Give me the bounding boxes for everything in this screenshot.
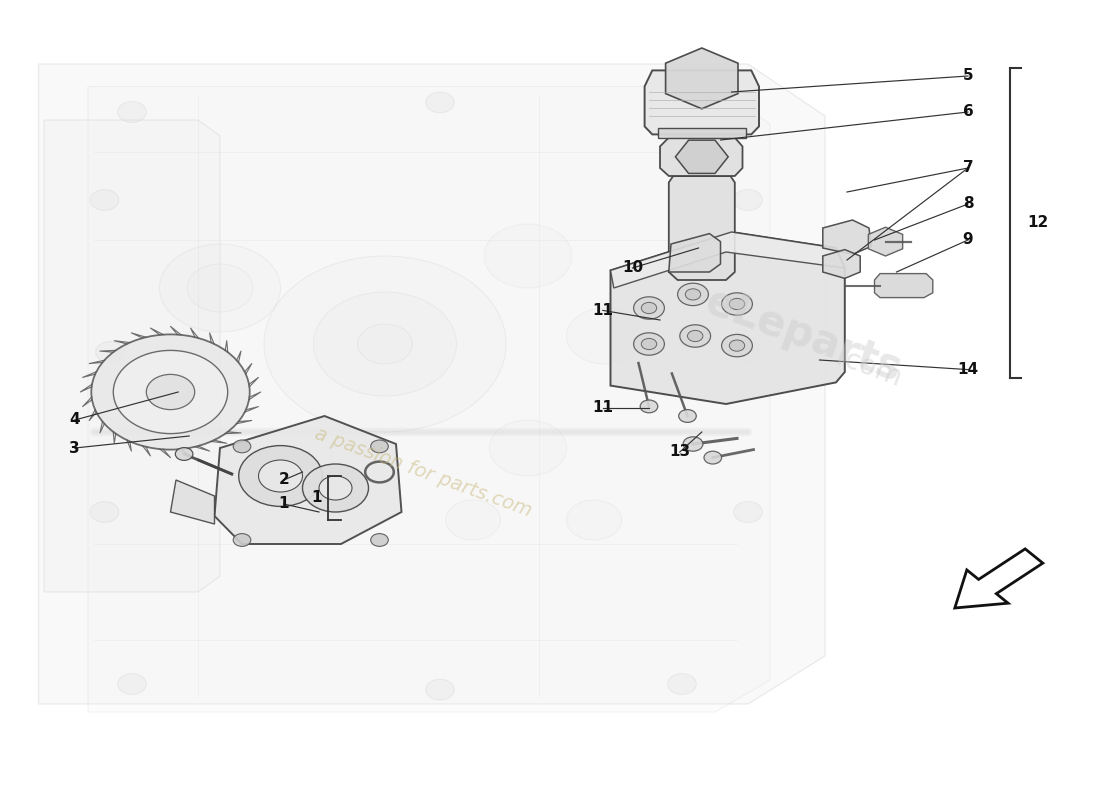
Ellipse shape [371,440,388,453]
Ellipse shape [634,297,664,319]
Polygon shape [645,70,759,134]
Ellipse shape [314,292,456,396]
Polygon shape [868,227,903,256]
Text: 11: 11 [592,303,614,318]
Ellipse shape [175,447,192,460]
Ellipse shape [258,460,303,492]
Ellipse shape [688,330,703,342]
Ellipse shape [566,500,621,540]
Ellipse shape [734,502,762,522]
Ellipse shape [90,190,119,210]
Text: 8: 8 [962,197,974,211]
Bar [658,128,746,138]
Polygon shape [874,274,933,298]
Ellipse shape [446,500,501,540]
Text: 1: 1 [278,497,289,511]
Text: eLeparts: eLeparts [698,281,908,391]
Polygon shape [610,232,845,288]
Ellipse shape [641,338,657,350]
Polygon shape [44,120,220,592]
Polygon shape [669,234,720,272]
Ellipse shape [426,92,454,113]
Ellipse shape [729,298,745,310]
Ellipse shape [187,264,253,312]
Polygon shape [39,64,825,704]
Polygon shape [666,48,738,109]
Ellipse shape [484,224,572,288]
Ellipse shape [680,325,711,347]
Ellipse shape [91,334,250,450]
Ellipse shape [146,374,195,410]
Ellipse shape [233,440,251,453]
Ellipse shape [683,437,703,451]
Polygon shape [214,416,402,544]
Ellipse shape [118,674,146,694]
Ellipse shape [729,340,745,351]
Polygon shape [675,140,728,174]
Text: 5: 5 [962,69,974,83]
Text: 13: 13 [669,445,691,459]
Polygon shape [669,176,735,280]
Ellipse shape [566,308,644,364]
Ellipse shape [634,333,664,355]
Text: 6: 6 [962,105,974,119]
Text: 14: 14 [957,362,979,377]
Ellipse shape [426,679,454,700]
Ellipse shape [118,102,146,122]
Polygon shape [660,138,743,176]
Text: 4: 4 [69,413,80,427]
Ellipse shape [160,244,280,332]
Text: 1: 1 [311,490,322,505]
Text: 12: 12 [1027,215,1049,230]
Ellipse shape [641,302,657,314]
Polygon shape [955,549,1043,608]
Ellipse shape [679,410,696,422]
Ellipse shape [233,534,251,546]
Ellipse shape [734,342,762,362]
Ellipse shape [113,350,228,434]
Ellipse shape [302,476,358,516]
Ellipse shape [239,446,322,506]
Ellipse shape [371,534,388,546]
Polygon shape [170,480,214,524]
Ellipse shape [722,334,752,357]
Text: 10: 10 [621,261,643,275]
Ellipse shape [143,376,209,424]
Ellipse shape [264,256,506,432]
Ellipse shape [685,289,701,300]
Text: 7: 7 [962,161,974,175]
Ellipse shape [96,342,124,362]
Ellipse shape [668,102,696,122]
Text: .com: .com [833,343,905,393]
Text: 11: 11 [592,401,614,415]
Ellipse shape [358,324,412,364]
Polygon shape [610,232,845,404]
Ellipse shape [90,502,119,522]
Ellipse shape [302,464,368,512]
Polygon shape [88,86,770,712]
Text: 2: 2 [278,473,289,487]
Ellipse shape [704,451,722,464]
Text: 9: 9 [962,233,974,247]
Ellipse shape [668,674,696,694]
Ellipse shape [319,476,352,500]
Ellipse shape [490,420,566,476]
Polygon shape [823,250,860,278]
Text: a passion for parts.com: a passion for parts.com [312,424,535,520]
Ellipse shape [678,283,708,306]
Ellipse shape [640,400,658,413]
Ellipse shape [722,293,752,315]
Ellipse shape [734,190,762,210]
Text: 3: 3 [69,441,80,455]
Polygon shape [823,220,871,254]
